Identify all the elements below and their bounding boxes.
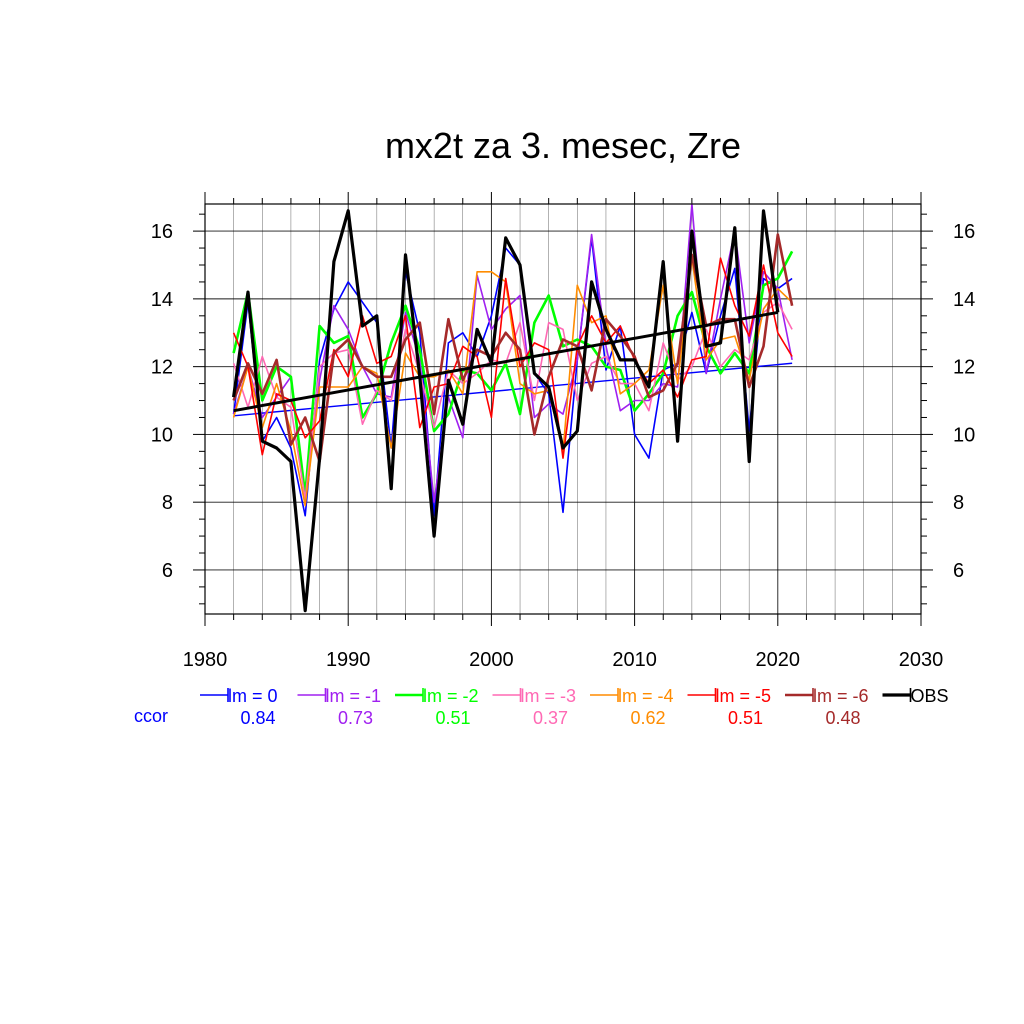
- series-line-obs: [232, 209, 780, 613]
- x-tick-label: 1990: [326, 649, 371, 671]
- legend-ccor-value: 0.51: [435, 708, 470, 728]
- x-tick-label: 2020: [756, 649, 801, 671]
- y-tick-label-right: 14: [953, 289, 975, 311]
- x-tick-label: 2030: [899, 649, 944, 671]
- ccor-label: ccor: [134, 706, 168, 726]
- y-tick-label-left: 14: [151, 289, 173, 311]
- x-tick-label: 2010: [612, 649, 657, 671]
- y-tick-label-left: 16: [151, 221, 173, 243]
- y-tick-label-right: 6: [953, 560, 964, 582]
- legend-ccor-value: 0.48: [825, 708, 860, 728]
- legend-label: lm = -4: [618, 686, 674, 706]
- series-line-lm-5: [232, 257, 793, 459]
- legend-ccor-value: 0.37: [533, 708, 568, 728]
- series-line-lm-2: [232, 250, 794, 497]
- series-lines: [232, 203, 794, 613]
- legend-label: OBS: [911, 686, 949, 706]
- trend-line: [233, 310, 779, 413]
- chart-title: mx2t za 3. mesec, Zre: [385, 125, 741, 166]
- y-tick-label-right: 16: [953, 221, 975, 243]
- legend-label: lm = 0: [228, 686, 278, 706]
- x-tick-label: 1980: [183, 649, 228, 671]
- axes: 1980 1990 2000 2010 2020 2030 6 6 8 8 10 10 12 12 14 14…: [151, 192, 975, 671]
- y-tick-label-left: 8: [162, 492, 173, 514]
- y-tick-label-right: 12: [953, 357, 975, 379]
- plot-frame: [204, 203, 922, 615]
- x-tick-label: 2000: [469, 649, 514, 671]
- legend-ccor-value: 0.84: [240, 708, 275, 728]
- y-tick-label-right: 8: [953, 492, 964, 514]
- legend-ccor-value: 0.62: [630, 708, 665, 728]
- legend-ccor-value: 0.73: [338, 708, 373, 728]
- legend-label: lm = -6: [813, 686, 869, 706]
- y-tick-label-left: 12: [151, 357, 173, 379]
- y-tick-label-right: 10: [953, 424, 975, 446]
- legend-label: lm = -5: [716, 686, 772, 706]
- legend-ccor-value: 0.51: [728, 708, 763, 728]
- legend-label: lm = -2: [423, 686, 479, 706]
- y-tick-label-left: 6: [162, 560, 173, 582]
- legend-label: lm = -1: [326, 686, 382, 706]
- y-tick-label-left: 10: [151, 424, 173, 446]
- legend-label: lm = -3: [521, 686, 577, 706]
